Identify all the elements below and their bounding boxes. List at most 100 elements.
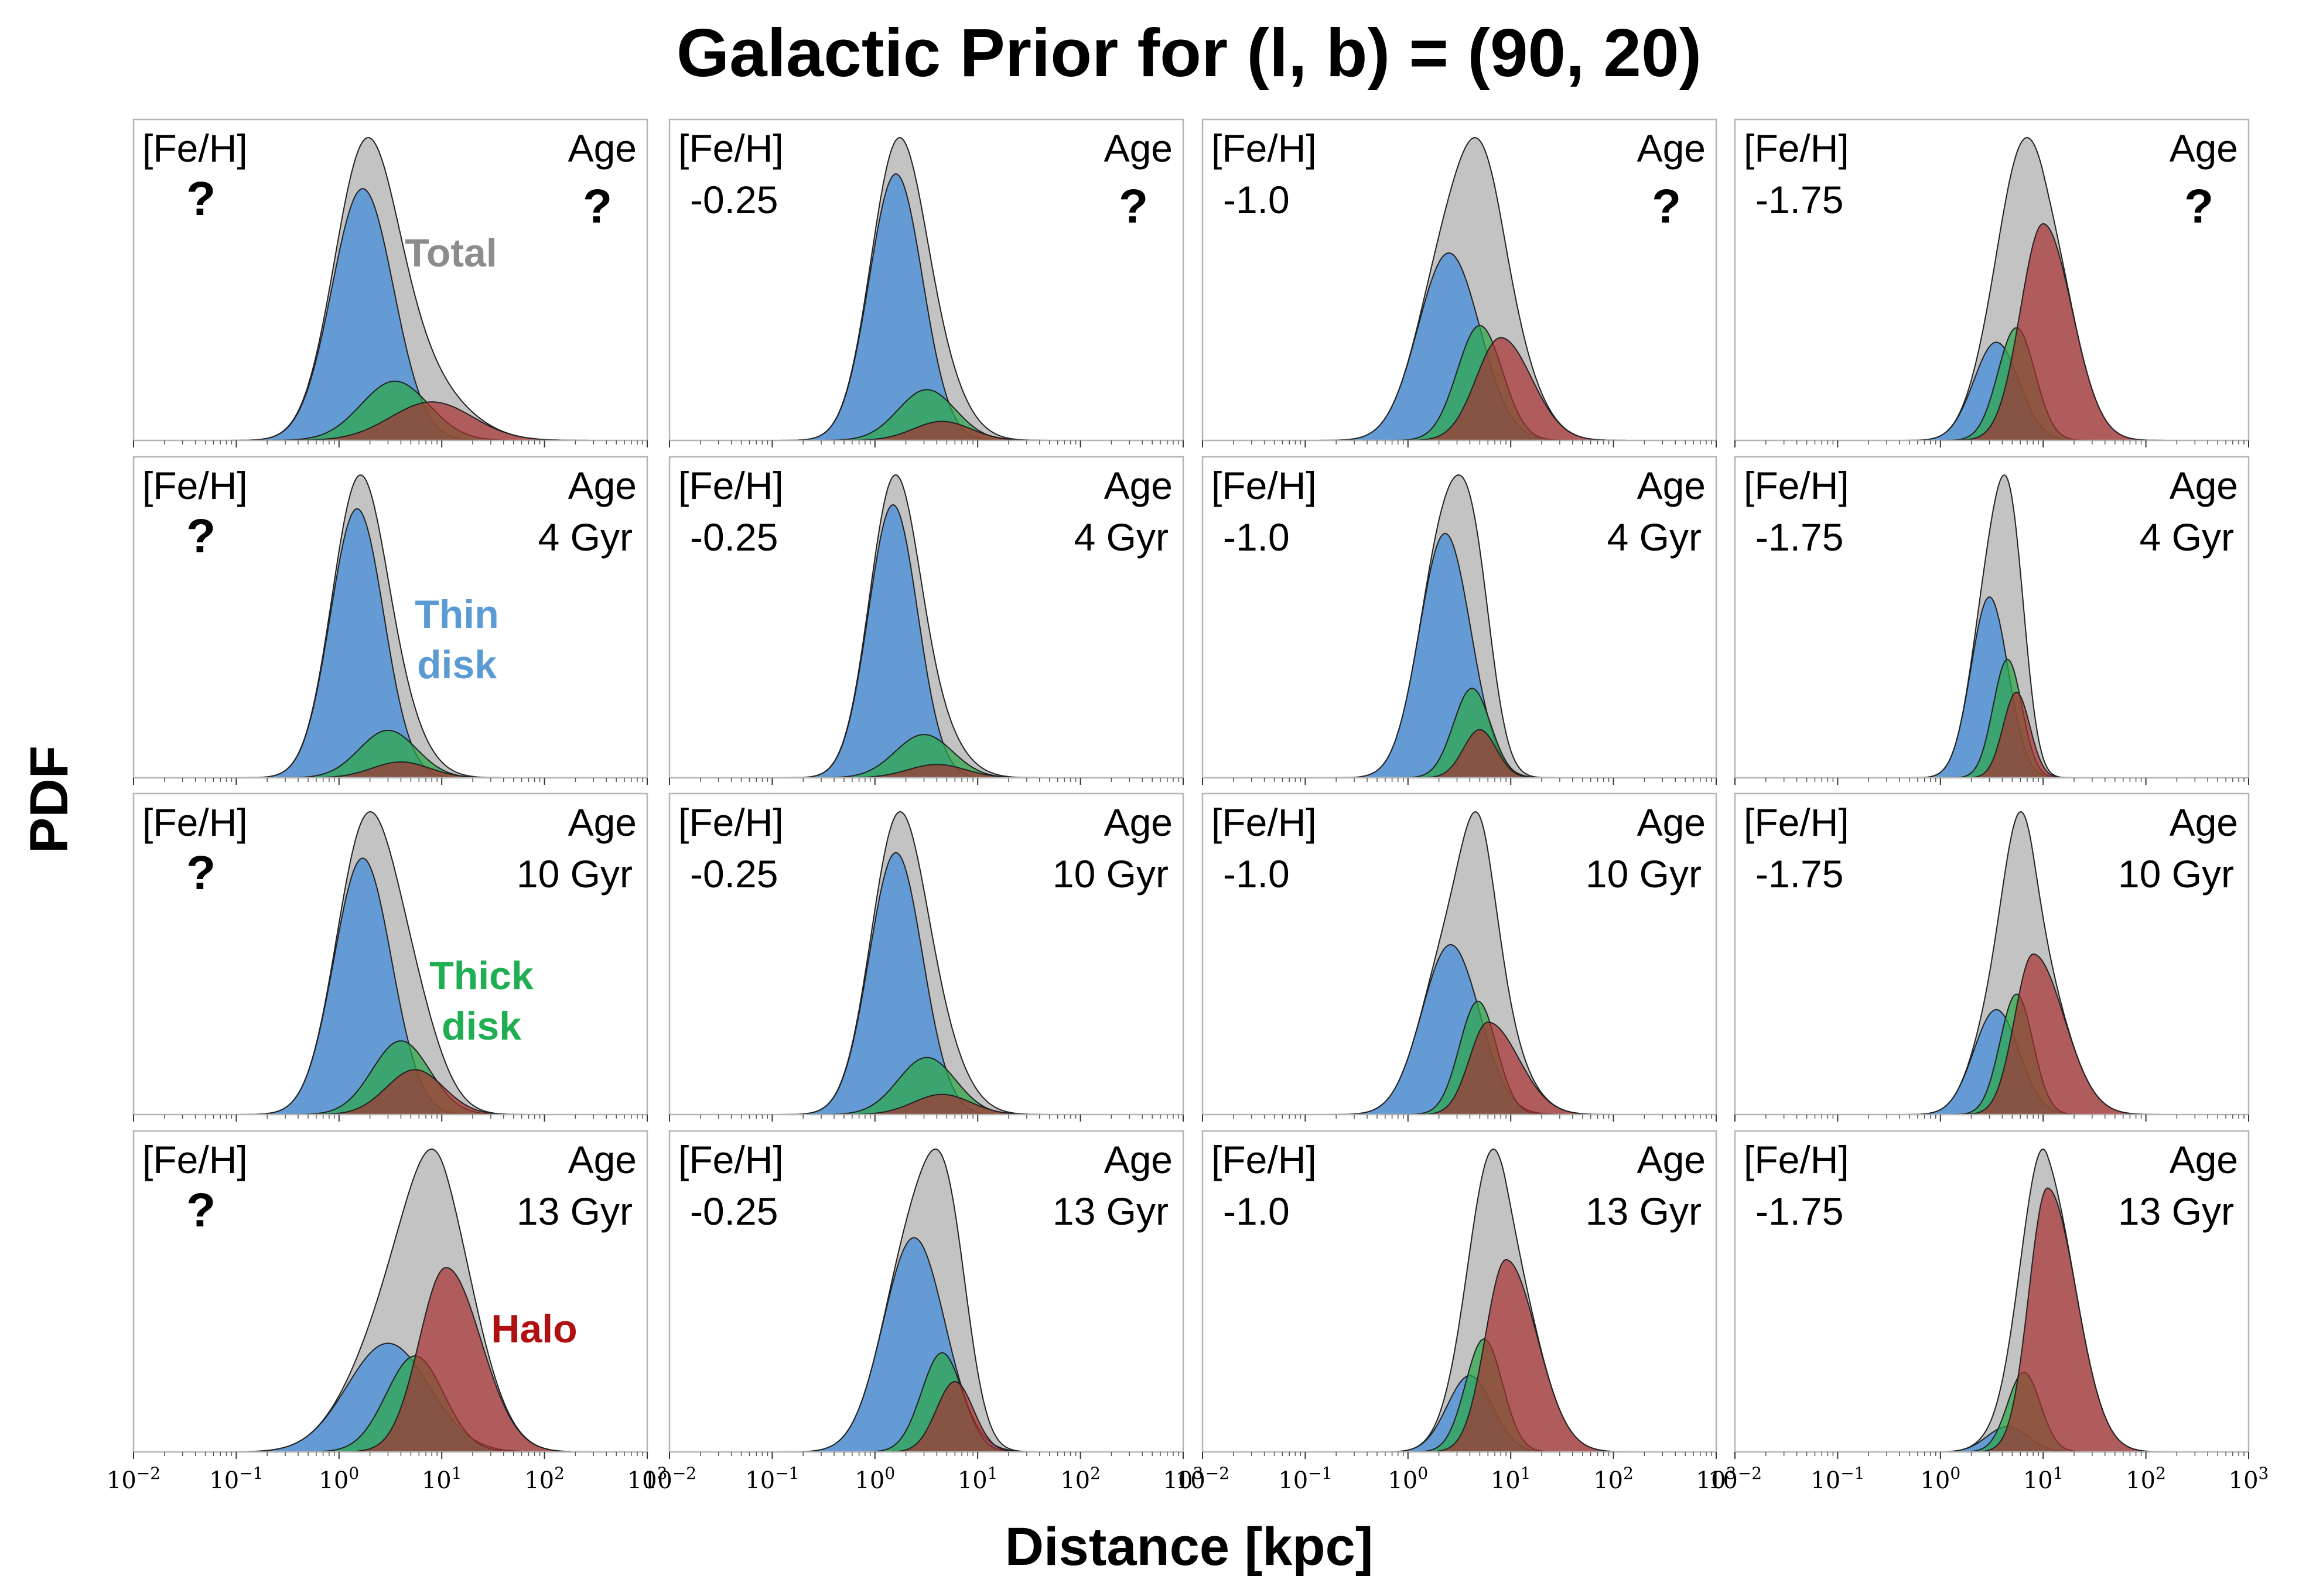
feh-header: [Fe/H] xyxy=(1744,801,1849,844)
panel-r2-c3: [Fe/H] -1.75 Age 10 Gyr xyxy=(1734,792,2250,1122)
feh-header: [Fe/H] xyxy=(1211,127,1317,170)
feh-value: -1.0 xyxy=(1223,852,1290,896)
axes-frame-r2-c1 xyxy=(668,792,1184,1116)
feh-value: -0.25 xyxy=(690,852,778,896)
age-header: Age xyxy=(1104,1138,1173,1181)
age-header: Age xyxy=(568,464,637,507)
axes-frame-r3-c3 xyxy=(1734,1130,2250,1453)
x-tick-label: 101 xyxy=(422,1464,462,1494)
age-value: 13 Gyr xyxy=(1053,1190,1169,1233)
age-header: Age xyxy=(1637,1138,1706,1181)
feh-value: -1.75 xyxy=(1755,178,1843,221)
feh-header: [Fe/H] xyxy=(1744,464,1849,507)
x-tick-label: 103 xyxy=(1163,1464,1204,1494)
age-unknown-mark: ? xyxy=(2184,180,2213,233)
feh-header: [Fe/H] xyxy=(1211,464,1317,507)
axes-frame-r0-c3 xyxy=(1734,118,2250,442)
feh-header: [Fe/H] xyxy=(678,127,784,170)
age-value: 10 Gyr xyxy=(1586,852,1702,896)
age-value: 13 Gyr xyxy=(2118,1190,2234,1233)
x-tick-label: 10−1 xyxy=(745,1464,799,1494)
feh-header: [Fe/H] xyxy=(1744,127,1849,170)
panel-r0-c0: [Fe/H]? Age? xyxy=(132,118,648,447)
x-tick-label: 103 xyxy=(627,1464,668,1494)
age-value: 4 Gyr xyxy=(2140,515,2234,559)
age-value: 10 Gyr xyxy=(1053,852,1169,896)
axes-frame-r1-c2 xyxy=(1201,456,1717,779)
panel-r3-c0: 10−2 10−1 100 101 102 103 [Fe/H]? Age 13 Gyr xyxy=(107,1130,668,1494)
feh-header: [Fe/H] xyxy=(678,464,784,507)
feh-header: [Fe/H] xyxy=(142,464,248,507)
panel-r3-c1: 10−2 10−1 100 101 102 103 [Fe/H] -0.25 Age 13 Gyr xyxy=(643,1130,1204,1494)
age-value: 4 Gyr xyxy=(538,515,633,559)
feh-value: -1.75 xyxy=(1755,515,1843,559)
feh-unknown-mark: ? xyxy=(186,510,216,563)
feh-header: [Fe/H] xyxy=(678,801,784,844)
axes-frame-r0-c0 xyxy=(132,118,648,442)
feh-value: -1.0 xyxy=(1223,1190,1290,1233)
feh-value: -1.0 xyxy=(1223,515,1290,559)
x-tick-label: 10−1 xyxy=(209,1464,263,1494)
annotation-halo: Halo xyxy=(491,1307,577,1351)
subplot-grid: [Fe/H]?Age?[Fe/H]-0.25Age?[Fe/H]-1.0Age?… xyxy=(107,118,2269,1494)
feh-unknown-mark: ? xyxy=(186,1184,216,1237)
annotation-total: Total xyxy=(405,231,497,275)
panel-r2-c0: [Fe/H]? Age 10 Gyr xyxy=(132,792,648,1122)
x-tick-label: 100 xyxy=(1920,1464,1960,1494)
halo-area-r1-c0 xyxy=(133,761,648,778)
panel-r2-c2: [Fe/H] -1.0 Age 10 Gyr xyxy=(1201,792,1717,1122)
x-tick-label: 100 xyxy=(1388,1464,1428,1494)
x-tick-label: 102 xyxy=(1593,1464,1634,1494)
x-tick-label: 101 xyxy=(1491,1464,1531,1494)
feh-header: [Fe/H] xyxy=(1744,1138,1849,1181)
panel-r1-c2: [Fe/H] -1.0 Age 4 Gyr xyxy=(1201,456,1717,785)
axes-frame-r2-c2 xyxy=(1201,792,1717,1116)
feh-header: [Fe/H] xyxy=(142,801,248,844)
y-axis-label: PDF xyxy=(19,746,79,853)
age-header: Age xyxy=(2170,801,2238,844)
axes-frame-r0-c2 xyxy=(1201,118,1717,442)
age-header: Age xyxy=(1637,464,1706,507)
x-axis-label: Distance [kpc] xyxy=(1005,1517,1374,1577)
x-tick-label: 101 xyxy=(2023,1464,2064,1494)
x-tick-label: 100 xyxy=(855,1464,895,1494)
age-header: Age xyxy=(1637,801,1706,844)
axes-frame-r0-c1 xyxy=(668,118,1184,442)
age-value: 4 Gyr xyxy=(1607,515,1702,559)
panel-r0-c1: [Fe/H] -0.25 Age? xyxy=(668,118,1184,447)
age-header: Age xyxy=(1104,127,1173,170)
feh-header: [Fe/H] xyxy=(678,1138,784,1181)
axes-frame-r1-c1 xyxy=(668,456,1184,779)
age-unknown-mark: ? xyxy=(1652,180,1681,233)
feh-header: [Fe/H] xyxy=(1211,801,1317,844)
thick-disk-area-r3-c3 xyxy=(1734,1372,2249,1453)
feh-value: -0.25 xyxy=(690,1190,778,1233)
halo-area-r1-c1 xyxy=(669,764,1184,778)
panel-r1-c1: [Fe/H] -0.25 Age 4 Gyr xyxy=(668,456,1184,785)
feh-header: [Fe/H] xyxy=(142,127,248,170)
panel-r3-c2: 10−2 10−1 100 101 102 103 [Fe/H] -1.0 Age 13 Gyr xyxy=(1176,1130,1737,1494)
age-value: 13 Gyr xyxy=(517,1190,633,1233)
panel-r2-c1: [Fe/H] -0.25 Age 10 Gyr xyxy=(668,792,1184,1122)
annotation-thick-disk: Thick disk xyxy=(429,954,534,1048)
feh-unknown-mark: ? xyxy=(186,846,216,900)
age-header: Age xyxy=(568,127,637,170)
halo-area-r0-c1 xyxy=(669,421,1184,441)
panel-r3-c3: 10−2 10−1 100 101 102 103 [Fe/H] -1.75 Age 13 Gyr xyxy=(1708,1130,2269,1494)
x-tick-label: 103 xyxy=(1696,1464,1737,1494)
axes-frame-r2-c3 xyxy=(1734,792,2250,1116)
x-tick-label: 102 xyxy=(2126,1464,2166,1494)
age-unknown-mark: ? xyxy=(1119,180,1148,233)
axes-frame-r1-c0 xyxy=(132,456,648,779)
x-tick-label: 10−2 xyxy=(1176,1464,1229,1494)
panel-r0-c2: [Fe/H] -1.0 Age? xyxy=(1201,118,1717,447)
x-tick-label: 10−1 xyxy=(1810,1464,1864,1494)
feh-value: -1.0 xyxy=(1223,178,1290,221)
annotation-thin-disk: Thin disk xyxy=(415,592,499,687)
x-tick-label: 102 xyxy=(1060,1464,1101,1494)
feh-unknown-mark: ? xyxy=(186,172,216,225)
x-tick-label: 100 xyxy=(319,1464,359,1494)
feh-value: -1.75 xyxy=(1755,852,1843,896)
age-header: Age xyxy=(568,801,637,844)
age-header: Age xyxy=(2170,464,2238,507)
